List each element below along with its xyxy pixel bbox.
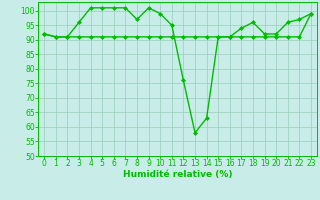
X-axis label: Humidité relative (%): Humidité relative (%)	[123, 170, 232, 179]
